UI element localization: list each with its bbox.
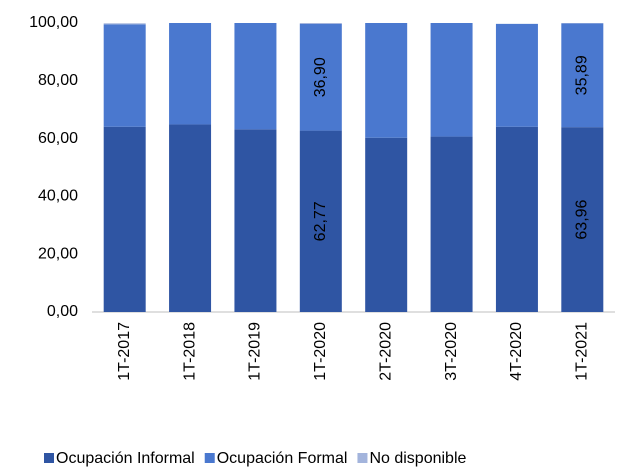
x-tick-label: 2T-2020	[377, 322, 394, 381]
bar-segment	[169, 124, 212, 313]
value-label: 36,90	[312, 57, 329, 97]
bar-segment	[169, 23, 212, 125]
bar-segment	[299, 130, 342, 312]
x-tick-label: 4T-2020	[508, 322, 525, 381]
legend-label: Ocupación Informal	[56, 450, 195, 467]
value-label: 63,96	[574, 199, 591, 239]
bar-segment	[103, 24, 146, 127]
x-tick-label: 1T-2020	[312, 322, 329, 381]
x-tick-label: 1T-2017	[116, 322, 133, 381]
value-label: 62,77	[312, 201, 329, 241]
x-tick-label: 1T-2021	[574, 322, 591, 381]
y-tick-label: 0,00	[47, 303, 78, 320]
x-tick-label: 1T-2018	[181, 322, 198, 381]
legend-swatch	[204, 453, 215, 463]
y-tick-label: 40,00	[38, 188, 78, 205]
bar-segment	[561, 23, 604, 128]
value-label: 35,89	[574, 55, 591, 95]
legend-swatch	[357, 453, 368, 463]
bar-segment	[495, 23, 538, 127]
bar-segment	[495, 126, 538, 312]
x-tick-label: 3T-2020	[443, 322, 460, 381]
y-tick-label: 20,00	[38, 245, 78, 262]
legend-swatch	[44, 453, 54, 463]
bar-segment	[234, 23, 277, 130]
y-tick-label: 80,00	[38, 72, 78, 89]
y-tick-label: 100,00	[29, 14, 78, 31]
legend-label: Ocupación Formal	[217, 450, 348, 467]
bar-segment	[103, 126, 146, 312]
bar-segment	[430, 136, 473, 312]
x-tick-label: 1T-2019	[247, 322, 264, 381]
bar-segment	[299, 23, 342, 24]
bar-segment	[430, 23, 473, 137]
legend-label: No disponible	[369, 450, 466, 467]
y-tick-label: 60,00	[38, 130, 78, 147]
bar-segment	[365, 137, 408, 312]
bar-segment	[561, 127, 604, 312]
bar-segment	[299, 23, 342, 131]
bar-segment	[365, 23, 408, 138]
bar-segment	[103, 23, 146, 25]
bar-segment	[234, 129, 277, 312]
